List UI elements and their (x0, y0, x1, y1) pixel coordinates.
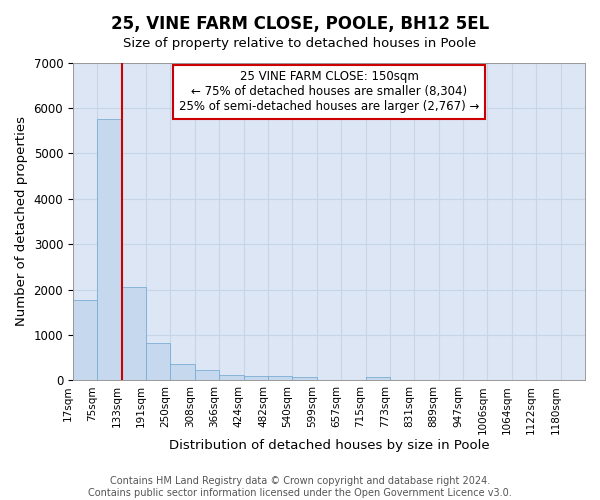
Bar (73, 300, 97, 380)
Bar (244, 376, 268, 380)
Bar (97, 120, 122, 380)
Bar (292, 376, 317, 380)
Y-axis label: Number of detached properties: Number of detached properties (15, 116, 28, 326)
Bar (146, 343, 170, 380)
Bar (268, 376, 292, 380)
Text: Size of property relative to detached houses in Poole: Size of property relative to detached ho… (124, 38, 476, 51)
Bar (219, 375, 244, 380)
Bar (195, 370, 219, 380)
Text: 25, VINE FARM CLOSE, POOLE, BH12 5EL: 25, VINE FARM CLOSE, POOLE, BH12 5EL (111, 15, 489, 33)
X-axis label: Distribution of detached houses by size in Poole: Distribution of detached houses by size … (169, 440, 489, 452)
Bar (122, 288, 146, 380)
Text: 25 VINE FARM CLOSE: 150sqm
← 75% of detached houses are smaller (8,304)
25% of s: 25 VINE FARM CLOSE: 150sqm ← 75% of deta… (179, 70, 479, 114)
Text: Contains HM Land Registry data © Crown copyright and database right 2024.
Contai: Contains HM Land Registry data © Crown c… (88, 476, 512, 498)
Bar (170, 364, 195, 380)
Bar (365, 376, 390, 380)
